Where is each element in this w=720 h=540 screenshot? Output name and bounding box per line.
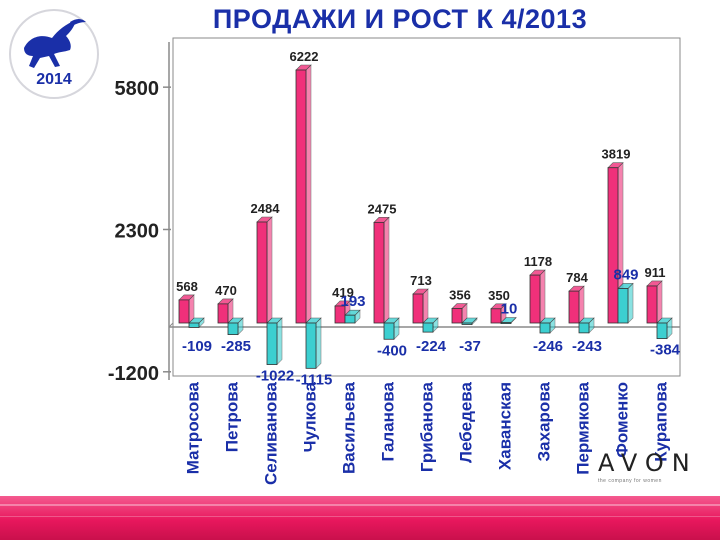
sales-bar — [529, 269, 546, 324]
growth-bar — [383, 317, 400, 340]
footer-stripe — [0, 516, 720, 517]
category-label: Захарова — [535, 381, 554, 461]
sales-value-label: 470 — [215, 283, 237, 298]
growth-bar — [500, 316, 517, 324]
sales-bar — [646, 280, 663, 324]
footer-band — [0, 496, 720, 540]
sales-value-label: 1178 — [524, 254, 552, 269]
growth-value-label: -1115 — [296, 371, 333, 388]
growth-bar — [227, 317, 244, 336]
sales-value-label: 3819 — [602, 147, 631, 162]
growth-value-label: -1022 — [256, 368, 294, 385]
avon-tagline: the company for women — [598, 478, 662, 484]
sales-value-label: 2475 — [368, 201, 397, 216]
sales-value-label: 356 — [449, 288, 471, 303]
growth-value-label: -384 — [650, 342, 681, 359]
sales-bar — [256, 216, 273, 324]
sales-value-label: 350 — [488, 288, 510, 303]
growth-value-label: 10 — [501, 301, 518, 318]
category-label: Курапова — [652, 381, 671, 461]
category-label: Селиванова — [262, 381, 281, 485]
growth-value-label: -400 — [377, 342, 407, 359]
growth-value-label: 193 — [340, 293, 365, 310]
growth-bar — [344, 309, 361, 324]
sales-value-label: 568 — [176, 279, 198, 294]
y-tick-label: 2300 — [115, 220, 160, 242]
sales-bar — [490, 303, 507, 324]
category-label: Петрова — [223, 381, 242, 452]
sales-bar — [178, 294, 195, 324]
growth-value-label: -224 — [416, 338, 447, 355]
category-label: Матросова — [184, 381, 203, 474]
growth-bar — [461, 317, 478, 326]
growth-bar — [578, 317, 595, 334]
y-tick-label: -1200 — [108, 363, 159, 385]
growth-bar — [305, 317, 322, 370]
sales-value-label: 911 — [645, 265, 666, 280]
growth-bar — [617, 282, 634, 324]
sales-bar — [295, 64, 312, 324]
sales-bar — [412, 288, 429, 324]
horse-2014-logo: 2014 — [0, 0, 108, 108]
sales-value-label: 419 — [332, 285, 354, 300]
sales-bar — [568, 285, 585, 324]
growth-bar — [656, 317, 673, 340]
growth-bar — [266, 317, 283, 366]
growth-value-label: 849 — [613, 266, 638, 283]
baseline-depth — [168, 322, 174, 328]
category-label: Галанова — [379, 381, 398, 461]
sales-bar — [451, 302, 468, 324]
category-label: Лебедева — [457, 381, 476, 463]
sales-value-label: 2484 — [251, 201, 281, 216]
growth-value-label: -285 — [221, 338, 251, 355]
category-label: Фоменко — [613, 382, 632, 458]
category-label: Васильева — [340, 381, 359, 474]
sales-value-label: 784 — [566, 270, 588, 285]
footer-stripe — [0, 504, 720, 506]
avon-logo: AVON the company for women — [598, 450, 710, 490]
page-title: ПРОДАЖИ И РОСТ К 4/2013 — [212, 4, 588, 34]
sales-bar — [217, 298, 234, 324]
growth-bar — [422, 317, 439, 333]
category-label: Хаванская — [496, 382, 515, 470]
growth-bar — [539, 317, 556, 334]
growth-value-label: -243 — [572, 338, 602, 355]
avon-wordmark: AVON — [598, 449, 698, 477]
category-label: Чулкова — [301, 381, 320, 452]
growth-value-label: -246 — [533, 338, 563, 355]
category-label: Пермякова — [574, 381, 593, 474]
growth-value-label: -37 — [459, 338, 481, 355]
sales-value-label: 713 — [410, 273, 432, 288]
growth-bar — [188, 317, 205, 329]
sales-value-label: 6222 — [290, 49, 319, 64]
growth-value-label: -109 — [182, 338, 212, 355]
category-label: Грибанова — [418, 381, 437, 472]
y-tick-label: 5800 — [115, 78, 160, 100]
sales-bar — [373, 216, 390, 324]
logo-year: 2014 — [36, 71, 72, 88]
